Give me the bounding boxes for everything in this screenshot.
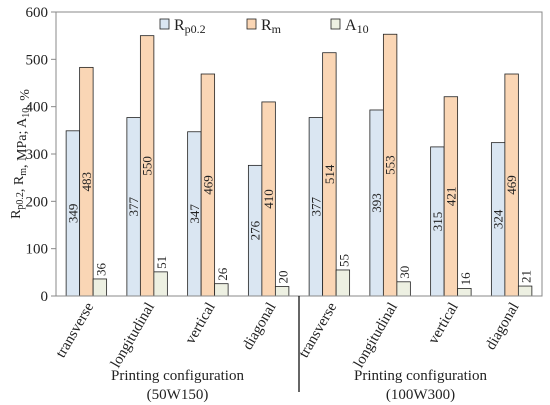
data-label: 469 [200, 175, 215, 195]
data-label: 26 [215, 267, 230, 281]
data-label: 36 [93, 262, 108, 276]
group-label-title: Printing configuration [111, 368, 244, 384]
data-label: 315 [430, 212, 445, 232]
category-labels: transverse longitudinal vertical diagonal tr… [53, 300, 523, 371]
legend-entry: Rm [261, 17, 282, 36]
y-axis-title-part: , % [18, 89, 33, 108]
legend-entry-main: R [261, 17, 272, 34]
y-tick-label: 500 [26, 52, 49, 68]
category-label: longitudinal [108, 300, 158, 371]
y-axis-title: Rp0.2, Rm, MPa; A10, % [9, 89, 33, 219]
data-label: 51 [154, 256, 169, 269]
category-label: vertical [182, 300, 218, 347]
data-label: 377 [126, 197, 141, 217]
data-label: 421 [443, 187, 458, 207]
legend-entry: Rp0.2 [174, 17, 206, 36]
data-label: 30 [397, 266, 412, 279]
data-label: 410 [261, 189, 276, 209]
data-label: 550 [140, 156, 155, 176]
category-label: transverse [296, 300, 340, 361]
legend-swatch [246, 18, 257, 30]
bar [335, 269, 351, 297]
bar [457, 288, 472, 297]
legend-entry-sub: m [272, 22, 282, 36]
y-axis-ticks: 0 100 200 300 400 500 600 [26, 5, 56, 305]
bar [92, 278, 108, 297]
bar [274, 286, 290, 297]
data-label: 16 [458, 272, 473, 286]
legend-entry-main: R [174, 17, 185, 34]
category-label: diagonal [240, 300, 280, 353]
category-label: longitudinal [351, 300, 401, 371]
legend-swatch [159, 18, 170, 30]
data-label: 483 [79, 172, 94, 192]
y-axis-title-subscript: p0.2 [15, 192, 26, 210]
y-axis-title-part: , MPa; A [15, 117, 30, 168]
legend-entry-sub: p0.2 [185, 22, 206, 36]
data-label: 21 [519, 270, 534, 283]
data-label: 347 [187, 204, 202, 224]
category-label: diagonal [483, 300, 523, 353]
data-label: 514 [322, 164, 337, 184]
data-label: 324 [491, 209, 506, 229]
group-labels: Printing configuration (50W150) Printing c… [111, 368, 487, 403]
bars [65, 33, 533, 297]
legend-entry: A10 [345, 17, 369, 36]
y-axis-title-subscript: 10 [21, 108, 32, 118]
value-labels: 349 483 36 377 550 51 347 469 26 276 410 20 377 514 55… [65, 155, 533, 285]
data-label: 469 [504, 175, 519, 195]
group-label-config: (50W150) [147, 387, 209, 403]
data-label: 377 [308, 197, 323, 217]
bar [153, 271, 168, 297]
data-label: 349 [65, 204, 80, 224]
data-label: 553 [383, 155, 398, 175]
bar [396, 281, 411, 297]
data-label: 20 [276, 271, 291, 284]
legend: Rp0.2 Rm A10 [159, 17, 369, 36]
y-tick-label: 400 [26, 100, 49, 116]
y-tick-label: 600 [26, 5, 49, 21]
category-label: vertical [425, 300, 461, 347]
data-label: 55 [336, 254, 351, 267]
y-axis-title-part: , R [12, 175, 27, 192]
legend-entry-main: A [345, 17, 357, 34]
data-label: 276 [248, 220, 263, 240]
y-tick-label: 0 [41, 289, 49, 305]
group-label-title: Printing configuration [354, 368, 487, 384]
y-axis-title-subscript: m [18, 168, 29, 176]
y-axis-title-text: Rp0.2, Rm, MPa; A10, % [9, 89, 33, 219]
y-axis-title-part: R [9, 209, 24, 219]
bar [214, 283, 229, 297]
bar [517, 285, 533, 297]
y-tick-label: 200 [26, 194, 49, 210]
legend-swatch [330, 18, 341, 30]
group-label-config: (100W300) [386, 387, 455, 403]
category-label: transverse [53, 300, 97, 361]
data-label: 393 [369, 193, 384, 213]
y-tick-label: 100 [26, 242, 49, 258]
y-tick-label: 300 [26, 147, 49, 163]
legend-entry-sub: 10 [357, 22, 369, 36]
